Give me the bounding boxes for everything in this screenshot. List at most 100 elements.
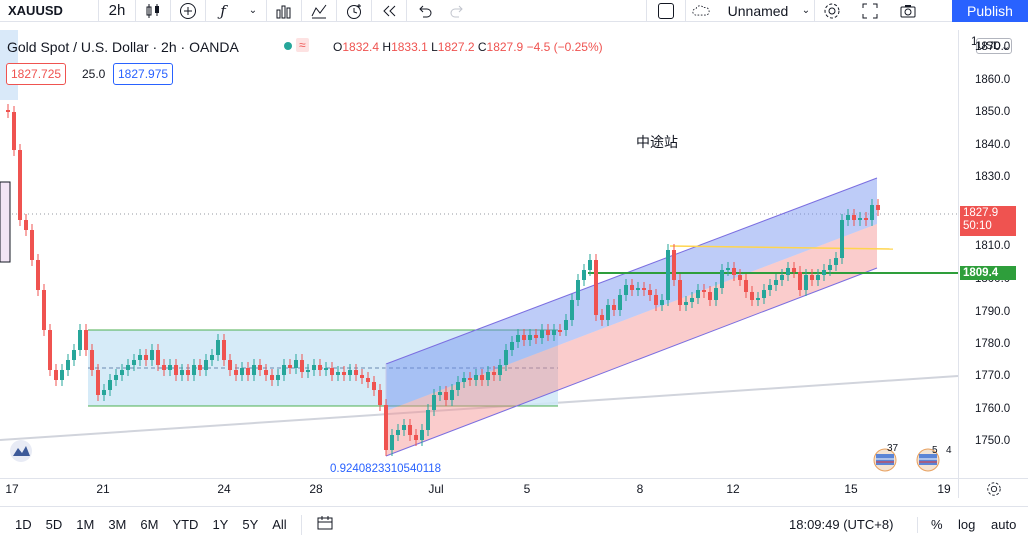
time-tick-label: 5 (523, 482, 531, 496)
range-button-6m[interactable]: 6M (140, 517, 159, 532)
chart-pane[interactable]: Gold Spot / U.S. Dollar · 2h · OANDA ≈ O… (0, 30, 958, 478)
time-tick-label: 15 (844, 482, 858, 496)
auto-toggle[interactable]: auto (991, 517, 1017, 532)
select-checkbox[interactable] (647, 0, 685, 22)
time-tick-label: 8 (636, 482, 644, 496)
toolbar-divider (336, 0, 337, 22)
toolbar-divider (685, 0, 686, 22)
channel-bottom-line[interactable] (385, 267, 878, 457)
price-tick-label: 1 (971, 36, 978, 48)
price-tick-label: 1790.0 (975, 306, 1011, 318)
toolbar-divider (205, 0, 206, 22)
gear-icon[interactable] (815, 0, 849, 22)
toolbar-divider (814, 0, 815, 22)
price-tick-label: 1750.0 (975, 435, 1011, 447)
chevron-down-icon[interactable]: ⌄ (248, 5, 258, 16)
fullscreen-icon[interactable] (853, 0, 887, 22)
market-open-dot (284, 42, 292, 50)
range-button-all[interactable]: All (272, 517, 287, 532)
alert-clock-icon[interactable] (337, 0, 371, 22)
range-button-5y[interactable]: 5Y (242, 517, 259, 532)
time-tick-label: 17 (5, 482, 19, 496)
publish-button[interactable]: Publish (952, 0, 1028, 22)
percent-toggle[interactable]: % (931, 517, 943, 532)
price-scale[interactable]: 1 USD⌄ 1870.0 1860.0 1850.0 1840.0 1830.0 182… (958, 30, 1028, 478)
data-status-badge[interactable]: ≈ (296, 38, 309, 52)
ohlc-value: 1827.9 (486, 40, 524, 54)
ohlc-value: 1833.1 (391, 40, 428, 54)
templates-icon[interactable] (267, 0, 301, 22)
gear-icon (986, 481, 1001, 496)
layout-name[interactable]: Unnamed (727, 2, 789, 19)
event-count: 37 (887, 443, 899, 454)
toolbar-divider (300, 514, 302, 535)
price-tick-label: 1860.0 (975, 74, 1011, 86)
cloud-icon (692, 0, 710, 22)
undo-icon[interactable] (407, 0, 441, 22)
price-tick-label: 1780.0 (975, 338, 1011, 350)
ohlc-key: C (477, 40, 487, 54)
toolbar-divider (98, 0, 99, 22)
price-tick-label: 1850.0 (975, 106, 1011, 118)
price-tick-label: 1810.0 (975, 240, 1011, 252)
price-tick-label: 1760.0 (975, 403, 1011, 415)
change-value: −4.5 (−0.25%) (526, 40, 603, 54)
axis-settings-button[interactable] (958, 478, 1028, 498)
hline-price-tag: 1809.4 (960, 266, 1016, 280)
compare-add-icon[interactable] (171, 0, 205, 22)
chart-annotation-text[interactable]: 中途站 (636, 134, 678, 150)
currency-button[interactable]: USD ⌄ (976, 38, 1012, 54)
time-tick-label: 12 (726, 482, 740, 496)
compare-icon[interactable] (302, 0, 336, 22)
ohlc-key: H (382, 40, 392, 54)
date-range-icon[interactable] (316, 514, 334, 535)
sell-price-button[interactable]: 1827.725 (6, 63, 67, 85)
range-button-1m[interactable]: 1M (76, 517, 95, 532)
ohlc-value: 1832.4 (342, 40, 380, 54)
log-toggle[interactable]: log (958, 517, 976, 532)
toolbar-divider (646, 0, 647, 22)
range-button-1d[interactable]: 1D (15, 517, 32, 532)
time-tick-label: 19 (937, 482, 951, 496)
bottom-toolbar: 1D 5D 1M 3M 6M YTD 1Y 5Y All 18:09:49 (UTC+8) % … (0, 506, 1028, 542)
price-tick-label: 1840.0 (975, 139, 1011, 151)
range-button-3m[interactable]: 3M (108, 517, 127, 532)
indicators-fx-icon[interactable]: ƒ (220, 1, 226, 20)
checkbox-icon (658, 2, 674, 19)
candles (6, 104, 880, 456)
time-tick-label: 24 (217, 482, 231, 496)
time-tick-label: Jul (428, 482, 444, 496)
toolbar-divider (301, 0, 302, 22)
yellow-level-line[interactable] (669, 245, 894, 250)
toolbar-divider (406, 0, 407, 22)
event-count: 5 (932, 445, 938, 456)
symbol-search[interactable]: XAUUSD (8, 3, 63, 18)
redo-icon[interactable] (441, 0, 475, 22)
range-button-5d[interactable]: 5D (45, 517, 63, 532)
toolbar-divider (371, 0, 372, 22)
left-box[interactable] (0, 181, 11, 263)
replay-icon[interactable] (372, 0, 406, 22)
fib-level-label: 0.9240823310540118 (330, 463, 442, 475)
chevron-down-icon[interactable]: ⌄ (801, 5, 811, 16)
price-chart[interactable] (0, 30, 958, 478)
range-button-1y[interactable]: 1Y (212, 517, 229, 532)
time-axis[interactable]: 17 21 24 28 Jul 5 8 12 15 19 (0, 478, 958, 498)
candles-icon[interactable] (136, 0, 170, 22)
channel-top-line[interactable] (385, 177, 878, 365)
clock-timezone[interactable]: 18:09:49 (UTC+8) (789, 517, 894, 532)
toolbar-divider (170, 0, 171, 22)
event-badge[interactable] (873, 448, 897, 472)
toolbar-divider (135, 0, 136, 22)
interval-button[interactable]: 2h (108, 2, 126, 19)
price-tick-label: 1870.0 (975, 41, 1011, 53)
ohlc-values: O1832.4 H1833.1 L1827.2 C1827.9 −4.5 (−0… (333, 40, 603, 54)
event-badge[interactable] (916, 448, 940, 472)
time-tick-label: 21 (96, 482, 110, 496)
long-trendline[interactable] (0, 375, 958, 441)
buy-price-button[interactable]: 1827.975 (113, 63, 174, 85)
range-button-ytd[interactable]: YTD (172, 517, 199, 532)
camera-icon[interactable] (891, 0, 925, 22)
current-price-tag: 1827.9 50:10 (960, 206, 1016, 236)
ohlc-key: O (333, 40, 343, 54)
